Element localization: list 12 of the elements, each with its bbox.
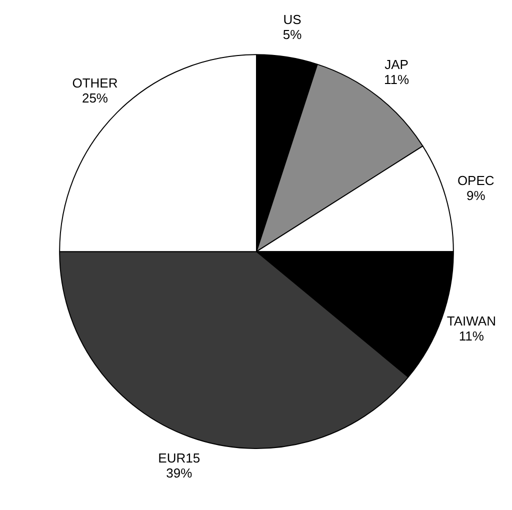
data-label: 5% bbox=[282, 26, 302, 42]
slice-label: TAIWAN bbox=[446, 314, 496, 329]
slice-label: OPEC bbox=[457, 173, 494, 188]
data-label: 11% bbox=[458, 328, 484, 344]
slice-label: EUR15 bbox=[158, 450, 200, 466]
slice-label: OTHER bbox=[72, 76, 118, 91]
data-label: 11% bbox=[384, 72, 410, 87]
data-label: 25% bbox=[82, 90, 108, 106]
slice-label: US bbox=[283, 12, 302, 27]
slice-label: JAP bbox=[384, 56, 408, 72]
data-label: 39% bbox=[166, 466, 193, 481]
data-label: 9% bbox=[466, 188, 486, 204]
